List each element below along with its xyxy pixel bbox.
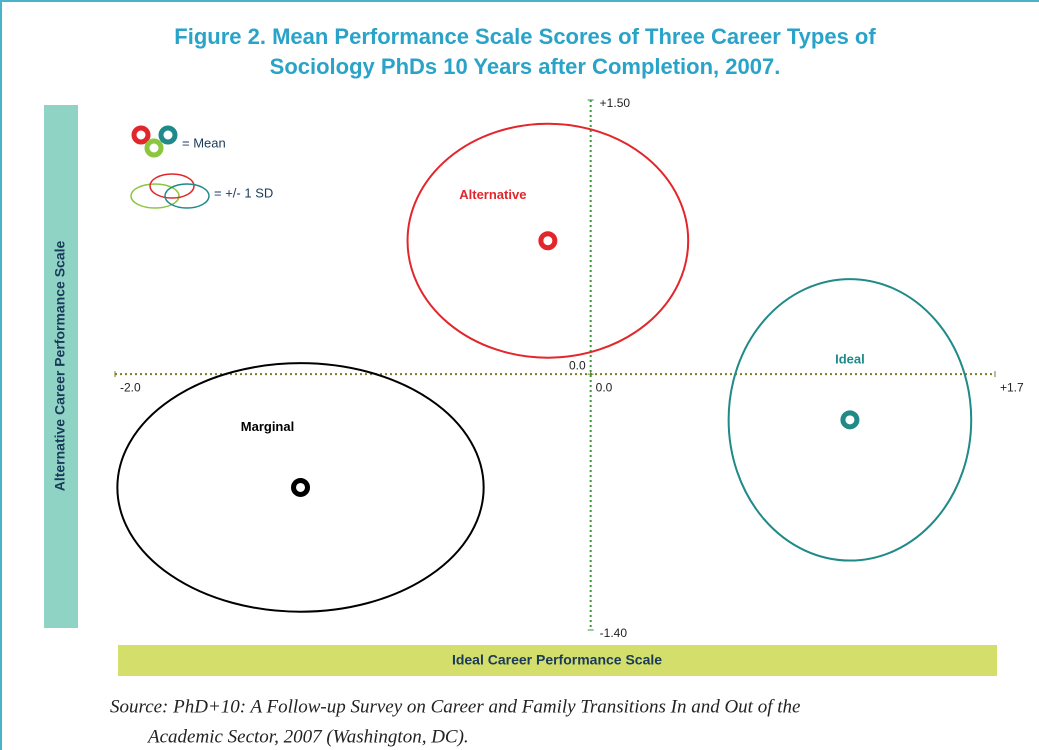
mean-marker: [291, 477, 311, 497]
legend-icon: [164, 183, 210, 209]
y-axis-band: [44, 105, 78, 628]
series-label: Alternative: [459, 187, 526, 202]
x-tick-label: +1.7: [1000, 380, 1024, 394]
sd-ellipse: [727, 278, 973, 562]
sd-ellipse: [116, 362, 485, 613]
sd-ellipse: [406, 122, 690, 359]
x-axis-band: [118, 645, 997, 676]
series-label: Marginal: [241, 419, 294, 434]
legend-label: = +/- 1 SD: [214, 185, 273, 200]
series-label: Ideal: [835, 351, 865, 366]
legend-icon: [130, 183, 180, 209]
y-axis-label: Alternative Career Performance Scale: [52, 241, 68, 492]
mean-marker: [538, 231, 558, 251]
legend-label: = Mean: [182, 135, 226, 150]
x-tick-label: -2.0: [120, 380, 141, 394]
legend-icon: [149, 173, 195, 199]
y-tick-label: -1.40: [600, 626, 628, 640]
chart-title: Sociology PhDs 10 Years after Completion…: [270, 54, 781, 79]
legend-icon: [158, 125, 178, 145]
x-axis-label: Ideal Career Performance Scale: [452, 652, 662, 668]
mean-marker: [840, 410, 860, 430]
x-tick-label: 0.0: [596, 380, 613, 394]
y-tick-label: 0.0: [569, 358, 586, 372]
source-note: Academic Sector, 2007 (Washington, DC).: [146, 726, 469, 747]
legend-icon: [144, 138, 164, 158]
legend: = Mean = +/- 1 SD: [130, 125, 273, 209]
y-tick-label: +1.50: [600, 96, 631, 110]
chart-title: Figure 2. Mean Performance Scale Scores …: [174, 24, 876, 49]
legend-icon: [131, 125, 151, 145]
source-note: Source: PhD+10: A Follow-up Survey on Ca…: [110, 696, 800, 717]
